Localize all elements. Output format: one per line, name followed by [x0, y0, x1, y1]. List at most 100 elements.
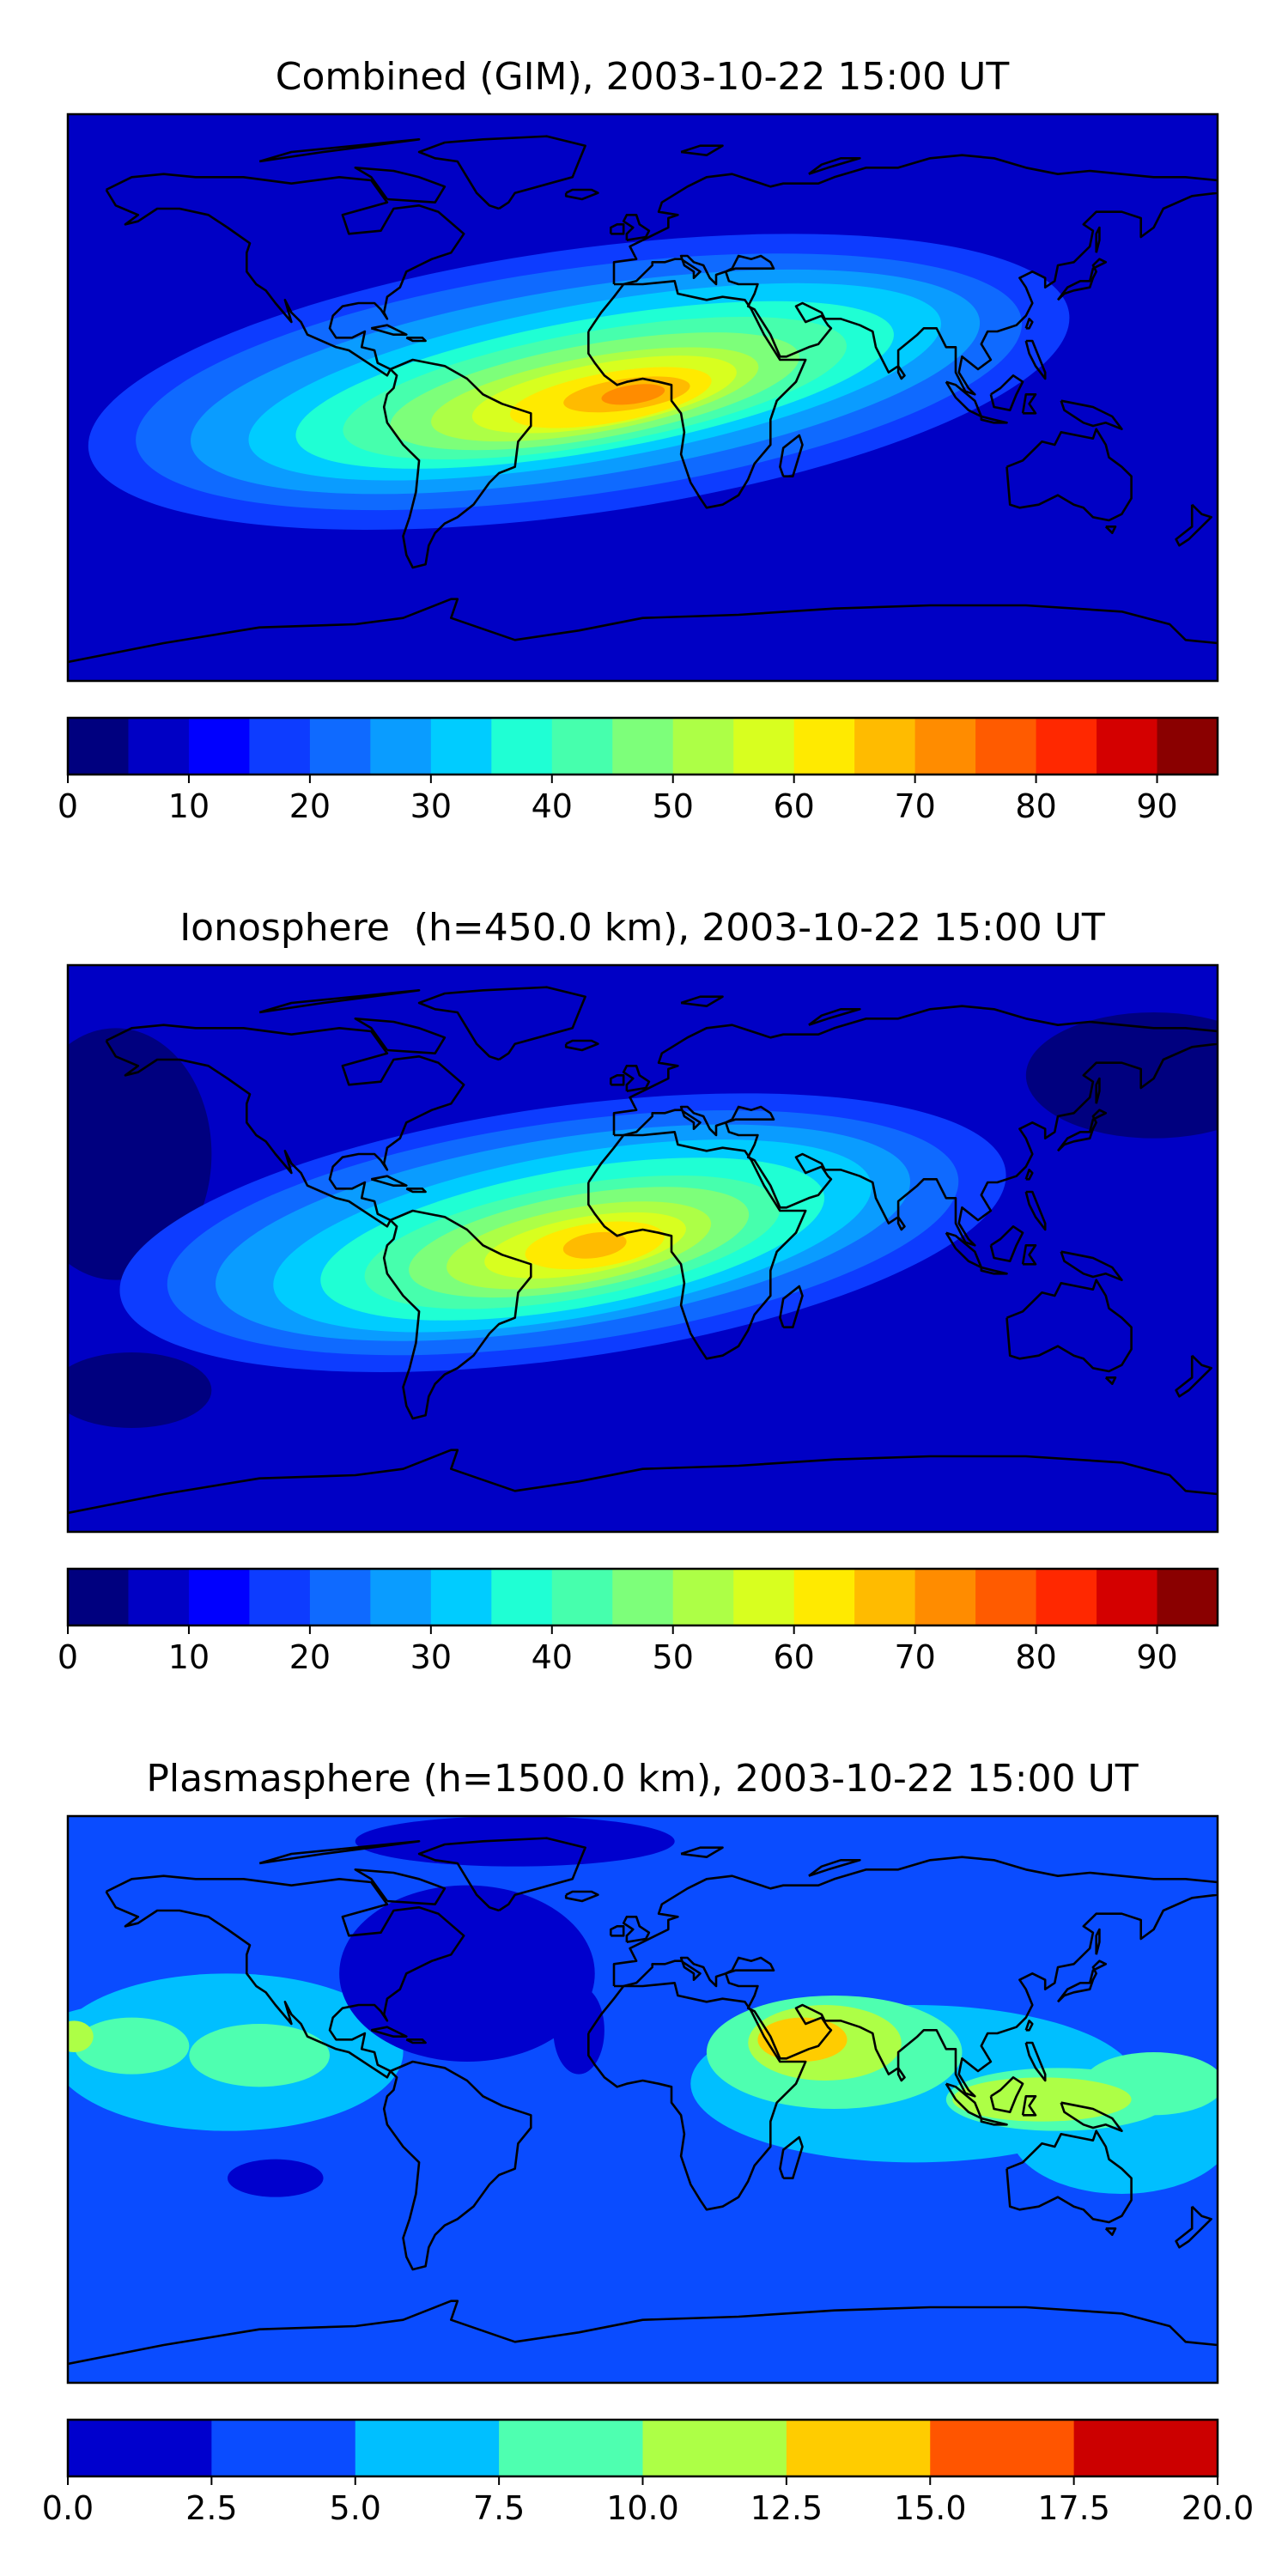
- colorbar-segment: [491, 718, 553, 775]
- coastline-madagascar: [779, 434, 804, 477]
- coastline-hispaniola: [405, 337, 427, 343]
- panel-title-plasmasphere: Plasmasphere (h=1500.0 km), 2003-10-22 1…: [146, 1757, 1138, 1801]
- coastline-philippines: [1024, 2041, 1047, 2082]
- coastline-new-guinea: [1060, 2101, 1123, 2132]
- coastline-iceland: [564, 188, 599, 201]
- contour-level-1: [131, 555, 387, 606]
- contour-level-3: [189, 2024, 330, 2087]
- colorbar-segment: [499, 2420, 643, 2476]
- coastline-java: [980, 415, 1008, 424]
- contour-level-5: [757, 2017, 848, 2062]
- colorbar-plasmasphere: 0.0 2.5 5.0 7.5 10.0 12.5 15.0 17.5 20.0: [42, 2418, 1255, 2527]
- coastline-north-america: [105, 1024, 465, 1228]
- coastline-north-america: [105, 1874, 465, 2079]
- panel-ionosphere: Ionosphere (h=450.0 km), 2003-10-22 15:0…: [58, 906, 1219, 1676]
- colorbar-segment: [1157, 718, 1218, 775]
- coastline-tasmania: [1104, 1376, 1117, 1385]
- panel-combined: Combined (GIM), 2003-10-22 15:00 UT 0 10 2…: [58, 55, 1219, 825]
- coastline-novaya-zemlya: [808, 1008, 861, 1026]
- coastline-cuba: [370, 324, 408, 336]
- colorbar-segment: [1097, 1569, 1158, 1625]
- colorbar-tick-label: 40: [532, 1638, 573, 1676]
- colorbar-tick-label: 50: [653, 787, 694, 825]
- coastline-south-america: [382, 1209, 532, 1420]
- colorbar-segment: [370, 1569, 432, 1625]
- coastline-new-zealand: [1175, 2205, 1212, 2249]
- coastline-hispaniola: [405, 2038, 427, 2044]
- contour-level-0: [553, 1986, 605, 2075]
- colorbar-frame: [66, 716, 1219, 776]
- colorbar-ionosphere: 0 10 20 30 40 50 60 70 80 90: [58, 1567, 1219, 1676]
- coastline-great-britain: [622, 214, 651, 241]
- coastline-borneo: [989, 2076, 1024, 2113]
- coastline-antarctica: [68, 598, 1218, 664]
- colorbar-tick-label: 2.5: [185, 2489, 237, 2527]
- contour-level-0: [227, 2159, 324, 2197]
- map-combined: [68, 114, 1218, 681]
- colorbar-segment: [914, 1569, 976, 1625]
- coastline-greenland: [417, 1837, 586, 1912]
- colorbar-segment: [1073, 2420, 1218, 2476]
- coastline-taiwan: [1024, 2020, 1034, 2032]
- coastline-antarctica: [68, 1449, 1218, 1515]
- coastline-sulawesi: [1021, 2095, 1037, 2117]
- coastline-sri-lanka: [896, 365, 906, 380]
- colorbar-segment: [1157, 1569, 1218, 1625]
- colorbar-tick-label: 70: [894, 1638, 935, 1676]
- map-ionosphere: [68, 965, 1218, 1532]
- coastline-sulawesi: [1021, 1244, 1037, 1266]
- colorbar-segment: [1036, 718, 1097, 775]
- colorbar-segment: [309, 718, 371, 775]
- coastline-sri-lanka: [896, 1216, 906, 1231]
- coastline-japan: [1056, 1109, 1108, 1152]
- coastline-borneo: [989, 374, 1024, 411]
- colorbar-segment: [551, 1569, 613, 1625]
- coastline-philippines: [1024, 1190, 1047, 1231]
- colorbar-segment: [612, 1569, 674, 1625]
- coastline-africa: [587, 1131, 807, 1360]
- colorbar-tick-label: 5.0: [330, 2489, 381, 2527]
- coastline-novaya-zemlya: [808, 1859, 861, 1877]
- coastline-africa: [587, 280, 807, 509]
- colorbar-segment: [188, 1569, 250, 1625]
- colorbar-segment: [975, 1569, 1037, 1625]
- coastline-japan: [1056, 1959, 1108, 2003]
- coastline-new-zealand: [1175, 503, 1212, 547]
- colorbar-segment: [188, 718, 250, 775]
- colorbar-tick-label: 0: [58, 1638, 78, 1676]
- colorbar-segment: [128, 1569, 190, 1625]
- coastline-sakhalin: [1095, 226, 1101, 253]
- coastline-japan: [1056, 258, 1108, 301]
- coastline-arctic-islands: [258, 1840, 421, 1865]
- coastline-svalbard: [680, 1846, 724, 1858]
- coastline-eurasia: [612, 154, 1218, 396]
- coastline-java: [980, 2117, 1008, 2126]
- colorbar-segment: [672, 1569, 734, 1625]
- coastline-south-america: [382, 2060, 532, 2271]
- colorbar-tick-label: 20.0: [1182, 2489, 1255, 2527]
- coastline-australia: [1005, 428, 1133, 522]
- colorbar-segment: [355, 2420, 500, 2476]
- map-plasmasphere: [68, 1816, 1218, 2383]
- colorbar-segment: [68, 2420, 212, 2476]
- colorbar-segment: [930, 2420, 1075, 2476]
- colorbar-tick-label: 80: [1015, 1638, 1056, 1676]
- colorbar-segment: [1036, 1569, 1097, 1625]
- coastline-arctic-islands: [258, 138, 421, 163]
- coastline-arctic-islands: [258, 989, 421, 1014]
- colorbar-segment: [612, 718, 674, 775]
- colorbar-tick-label: 30: [410, 787, 452, 825]
- contour-level-1: [68, 158, 212, 246]
- colorbar-segment: [491, 1569, 553, 1625]
- colorbar-tick-label: 50: [653, 1638, 694, 1676]
- coastline-svalbard: [680, 144, 724, 156]
- colorbar-frame: [66, 1567, 1219, 1627]
- colorbar-tick-label: 90: [1136, 787, 1177, 825]
- colorbar-tick-label: 10.0: [606, 2489, 679, 2527]
- coastline-ireland: [610, 223, 625, 235]
- coastline-borneo: [989, 1225, 1024, 1262]
- coastline-north-america: [105, 173, 465, 377]
- colorbar-tick-label: 60: [774, 1638, 815, 1676]
- coastline-baffin: [354, 167, 447, 204]
- colorbar-segment: [68, 1569, 129, 1625]
